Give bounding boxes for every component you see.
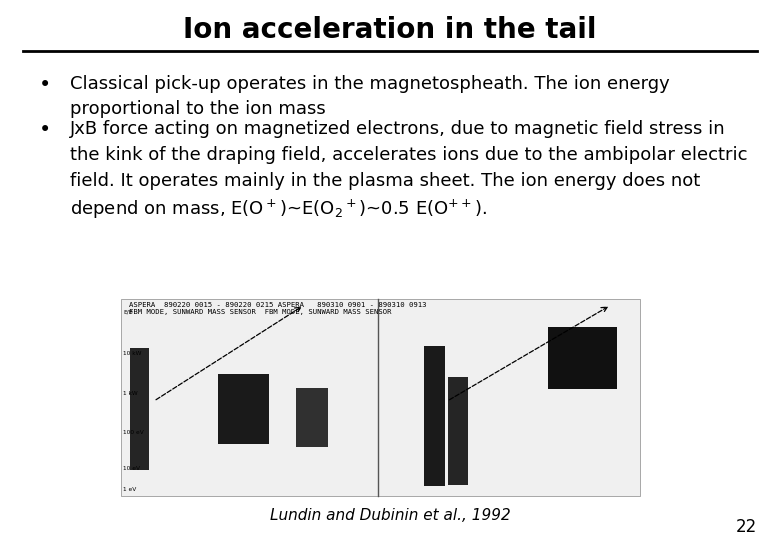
Text: 10 kW: 10 kW <box>123 352 142 356</box>
Bar <box>218 374 269 444</box>
Text: the kink of the draping field, accelerates ions due to the ambipolar electric: the kink of the draping field, accelerat… <box>70 146 748 164</box>
Text: Ion acceleration in the tail: Ion acceleration in the tail <box>183 16 597 44</box>
Text: proportional to the ion mass: proportional to the ion mass <box>70 100 326 118</box>
Text: E/B: E/B <box>123 310 133 315</box>
Bar <box>296 388 328 447</box>
Text: field. It operates mainly in the plasma sheet. The ion energy does not: field. It operates mainly in the plasma … <box>70 172 700 190</box>
Text: 1 eV: 1 eV <box>123 487 136 492</box>
Text: 1 kW: 1 kW <box>123 391 138 396</box>
Bar <box>448 377 468 485</box>
Bar <box>548 327 617 389</box>
Text: 100 eV: 100 eV <box>123 430 144 435</box>
Bar <box>130 348 149 470</box>
Text: Classical pick-up operates in the magnetospheath. The ion energy: Classical pick-up operates in the magnet… <box>70 75 670 92</box>
Text: ASPERA  890220 0015 - 890220 0215 ASPERA   890310 0901 - 890310 0913: ASPERA 890220 0015 - 890220 0215 ASPERA … <box>129 302 426 308</box>
Text: •: • <box>39 75 51 94</box>
Text: 10 eV: 10 eV <box>123 465 140 471</box>
Text: •: • <box>39 120 51 140</box>
Text: FBM MODE, SUNWARD MASS SENSOR  FBM MODE, SUNWARD MASS SENSOR: FBM MODE, SUNWARD MASS SENSOR FBM MODE, … <box>129 309 392 315</box>
Bar <box>424 346 445 486</box>
Text: JxB force acting on magnetized electrons, due to magnetic field stress in: JxB force acting on magnetized electrons… <box>70 120 726 138</box>
Text: 22: 22 <box>736 517 757 536</box>
Text: depend on mass, E(O$^+$)~E(O$_2$$^+$)~0.5 E(O$^{++}$).: depend on mass, E(O$^+$)~E(O$_2$$^+$)~0.… <box>70 198 488 221</box>
Text: Lundin and Dubinin et al., 1992: Lundin and Dubinin et al., 1992 <box>270 508 510 523</box>
Bar <box>121 299 640 496</box>
